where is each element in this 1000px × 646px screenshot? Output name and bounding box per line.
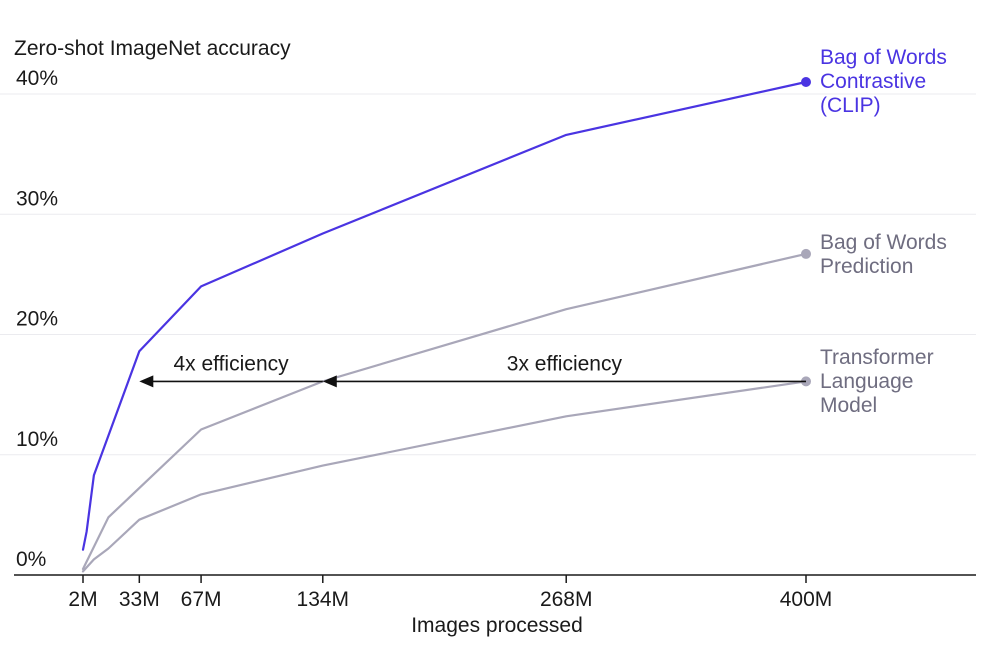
series-line-bag-of-words-contrastive-clip	[81, 80, 808, 551]
y-tick-label: 20%	[16, 308, 58, 331]
efficiency-arrow-head	[139, 375, 154, 388]
series-label-line: Prediction	[820, 255, 913, 278]
y-tick-label: 10%	[16, 428, 58, 451]
efficiency-annotations: 4x efficiency 3x efficiency	[139, 352, 806, 388]
series-label-line: Contrastive	[820, 70, 926, 93]
y-tick-labels: 0% 10% 20% 30% 40%	[16, 67, 58, 571]
grid-lines	[0, 93, 976, 456]
series-label-line: (CLIP)	[820, 94, 881, 117]
x-tick-label: 268M	[540, 588, 593, 611]
y-tick-label: 40%	[16, 67, 58, 90]
y-tick-label: 0%	[16, 548, 46, 571]
series-line-bag-of-words-prediction	[81, 252, 808, 571]
series-label-line: Bag of Words	[820, 231, 947, 254]
series-end-dot-bag-of-words-contrastive-clip	[801, 76, 811, 87]
x-axis-label: Images processed	[411, 614, 583, 637]
x-tick-label: 2M	[68, 588, 97, 611]
chart-title: Zero-shot ImageNet accuracy	[14, 37, 291, 60]
y-tick-label: 30%	[16, 187, 58, 210]
series-lines	[81, 76, 811, 573]
x-axis: 2M 33M 67M 134M 268M 400M	[14, 574, 976, 611]
series-end-dot-bag-of-words-prediction	[801, 248, 811, 259]
x-tick-label: 67M	[181, 588, 222, 611]
efficiency-label: 3x efficiency	[507, 352, 623, 375]
series-label-line: Language	[820, 370, 913, 393]
x-tick-label: 134M	[297, 588, 350, 611]
series-line-transformer-language-model	[81, 380, 808, 573]
series-label-line: Bag of Words	[820, 46, 947, 69]
x-tick-label: 33M	[119, 588, 160, 611]
series-label-line: Model	[820, 394, 877, 417]
efficiency-arrow-head	[322, 375, 337, 388]
efficiency-label: 4x efficiency	[173, 352, 289, 375]
series-label-line: Transformer	[820, 346, 934, 369]
x-tick-label: 400M	[780, 588, 833, 611]
